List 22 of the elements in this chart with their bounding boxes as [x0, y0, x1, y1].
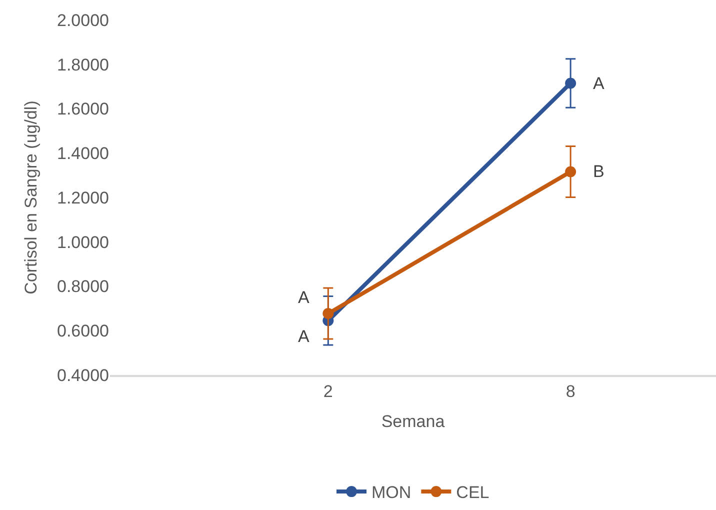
y-tick-label: 0.4000	[57, 366, 109, 385]
annotation: A	[298, 288, 310, 307]
annotation: A	[298, 327, 310, 346]
legend-label: CEL	[456, 483, 490, 502]
y-tick-label: 1.4000	[57, 144, 109, 164]
y-axis-title: Cortisol en Sangre (ug/dl)	[22, 100, 41, 294]
y-tick-label: 1.2000	[57, 188, 109, 208]
y-tick-label: 2.0000	[57, 10, 109, 30]
point	[565, 166, 576, 178]
annotation: A	[593, 74, 605, 93]
point	[322, 308, 334, 320]
x-axis-title: Semana	[381, 412, 446, 432]
y-tick-label: 1.6000	[57, 100, 109, 119]
y-tick-label: 1.8000	[57, 55, 109, 74]
x-tick-label: 2	[323, 382, 333, 402]
legend-label: MON	[372, 483, 412, 502]
y-tick-label: 0.8000	[57, 277, 109, 296]
y-tick-label: 0.6000	[57, 322, 109, 341]
annotation: B	[593, 162, 604, 181]
x-tick-label: 8	[566, 382, 576, 402]
y-tick-label: 1.0000	[57, 232, 109, 252]
point	[565, 78, 576, 89]
